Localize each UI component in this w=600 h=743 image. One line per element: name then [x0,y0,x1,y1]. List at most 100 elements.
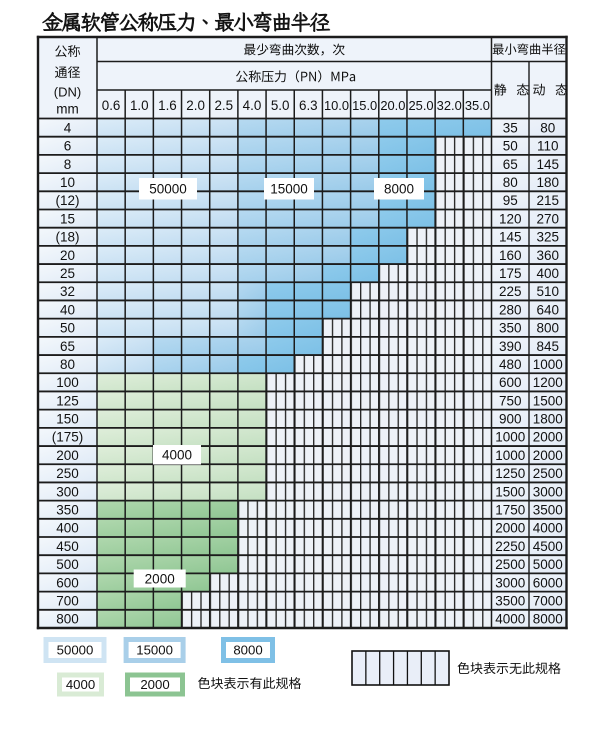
svg-text:2000: 2000 [533,448,563,463]
svg-text:4000: 4000 [495,612,525,627]
svg-text:450: 450 [56,539,79,554]
svg-text:175: 175 [499,266,522,281]
svg-text:2000: 2000 [140,677,169,692]
svg-text:120: 120 [499,211,522,226]
svg-text:(175): (175) [52,430,84,445]
svg-text:350: 350 [499,321,522,336]
svg-text:50000: 50000 [57,643,94,658]
svg-text:1500: 1500 [495,484,525,499]
svg-text:(12): (12) [55,193,79,208]
svg-text:200: 200 [56,448,79,463]
svg-text:1500: 1500 [533,393,563,408]
svg-text:8000: 8000 [233,643,262,658]
svg-text:510: 510 [536,284,559,299]
svg-text:750: 750 [499,393,522,408]
svg-text:15.0: 15.0 [352,98,377,113]
svg-text:32.0: 32.0 [437,98,462,113]
svg-text:95: 95 [503,193,518,208]
svg-text:360: 360 [536,248,559,263]
svg-text:1.6: 1.6 [158,98,177,113]
svg-text:5000: 5000 [533,557,563,572]
svg-text:390: 390 [499,339,522,354]
svg-text:80: 80 [503,175,518,190]
svg-text:50: 50 [60,321,75,336]
svg-text:80: 80 [60,357,75,372]
svg-text:325: 325 [536,230,559,245]
svg-text:225: 225 [499,284,522,299]
svg-text:100: 100 [56,375,79,390]
svg-text:2.0: 2.0 [186,98,205,113]
svg-text:2.5: 2.5 [214,98,233,113]
svg-text:3000: 3000 [495,575,525,590]
svg-text:1200: 1200 [533,375,563,390]
svg-text:3000: 3000 [533,484,563,499]
svg-text:160: 160 [499,248,522,263]
svg-text:1000: 1000 [495,430,525,445]
svg-text:15000: 15000 [136,643,173,658]
svg-text:900: 900 [499,412,522,427]
svg-text:2000: 2000 [495,521,525,536]
svg-text:8: 8 [64,157,72,172]
svg-text:35: 35 [503,120,518,135]
svg-text:145: 145 [536,157,559,172]
svg-text:4000: 4000 [162,448,192,463]
svg-text:6: 6 [64,139,72,154]
svg-text:10: 10 [60,175,75,190]
svg-text:180: 180 [536,175,559,190]
svg-text:500: 500 [56,557,79,572]
svg-text:1.0: 1.0 [130,98,149,113]
svg-text:845: 845 [536,339,559,354]
svg-text:8000: 8000 [533,612,563,627]
svg-text:2250: 2250 [495,539,525,554]
svg-text:(DN): (DN) [54,85,81,100]
svg-text:4.0: 4.0 [243,98,262,113]
svg-text:2500: 2500 [533,466,563,481]
svg-text:50000: 50000 [149,182,187,197]
svg-text:6.3: 6.3 [299,98,318,113]
svg-text:250: 250 [56,466,79,481]
svg-text:4: 4 [64,120,72,135]
svg-text:600: 600 [56,575,79,590]
svg-text:700: 700 [56,594,79,609]
svg-text:35.0: 35.0 [465,98,490,113]
svg-text:50: 50 [503,139,518,154]
svg-text:800: 800 [536,321,559,336]
svg-text:110: 110 [537,139,559,154]
svg-text:65: 65 [503,157,518,172]
svg-text:4500: 4500 [533,539,563,554]
svg-text:280: 280 [499,302,522,317]
svg-text:1800: 1800 [533,412,563,427]
svg-text:3500: 3500 [533,503,563,518]
svg-text:20.0: 20.0 [380,98,405,113]
svg-text:5.0: 5.0 [271,98,290,113]
svg-text:0.6: 0.6 [102,98,121,113]
svg-text:3500: 3500 [495,594,525,609]
svg-text:2500: 2500 [495,557,525,572]
svg-text:480: 480 [499,357,522,372]
svg-text:25: 25 [60,266,75,281]
svg-text:10.0: 10.0 [324,98,349,113]
svg-text:40: 40 [60,302,75,317]
svg-text:640: 640 [536,302,559,317]
svg-text:80: 80 [540,120,555,135]
svg-text:mm: mm [56,102,79,117]
svg-text:20: 20 [60,248,75,263]
svg-text:8000: 8000 [384,182,414,197]
svg-text:25.0: 25.0 [409,98,434,113]
svg-text:4000: 4000 [533,521,563,536]
svg-text:1250: 1250 [495,466,525,481]
svg-text:1000: 1000 [495,448,525,463]
svg-text:7000: 7000 [533,594,563,609]
svg-text:2000: 2000 [533,430,563,445]
svg-text:350: 350 [56,503,79,518]
svg-text:2000: 2000 [145,571,175,586]
svg-text:300: 300 [56,484,79,499]
svg-text:15000: 15000 [270,182,308,197]
svg-text:4000: 4000 [66,677,95,692]
svg-text:65: 65 [60,339,75,354]
svg-text:270: 270 [536,211,559,226]
svg-text:600: 600 [499,375,522,390]
svg-text:145: 145 [499,230,522,245]
svg-text:150: 150 [56,412,79,427]
svg-text:400: 400 [56,521,79,536]
